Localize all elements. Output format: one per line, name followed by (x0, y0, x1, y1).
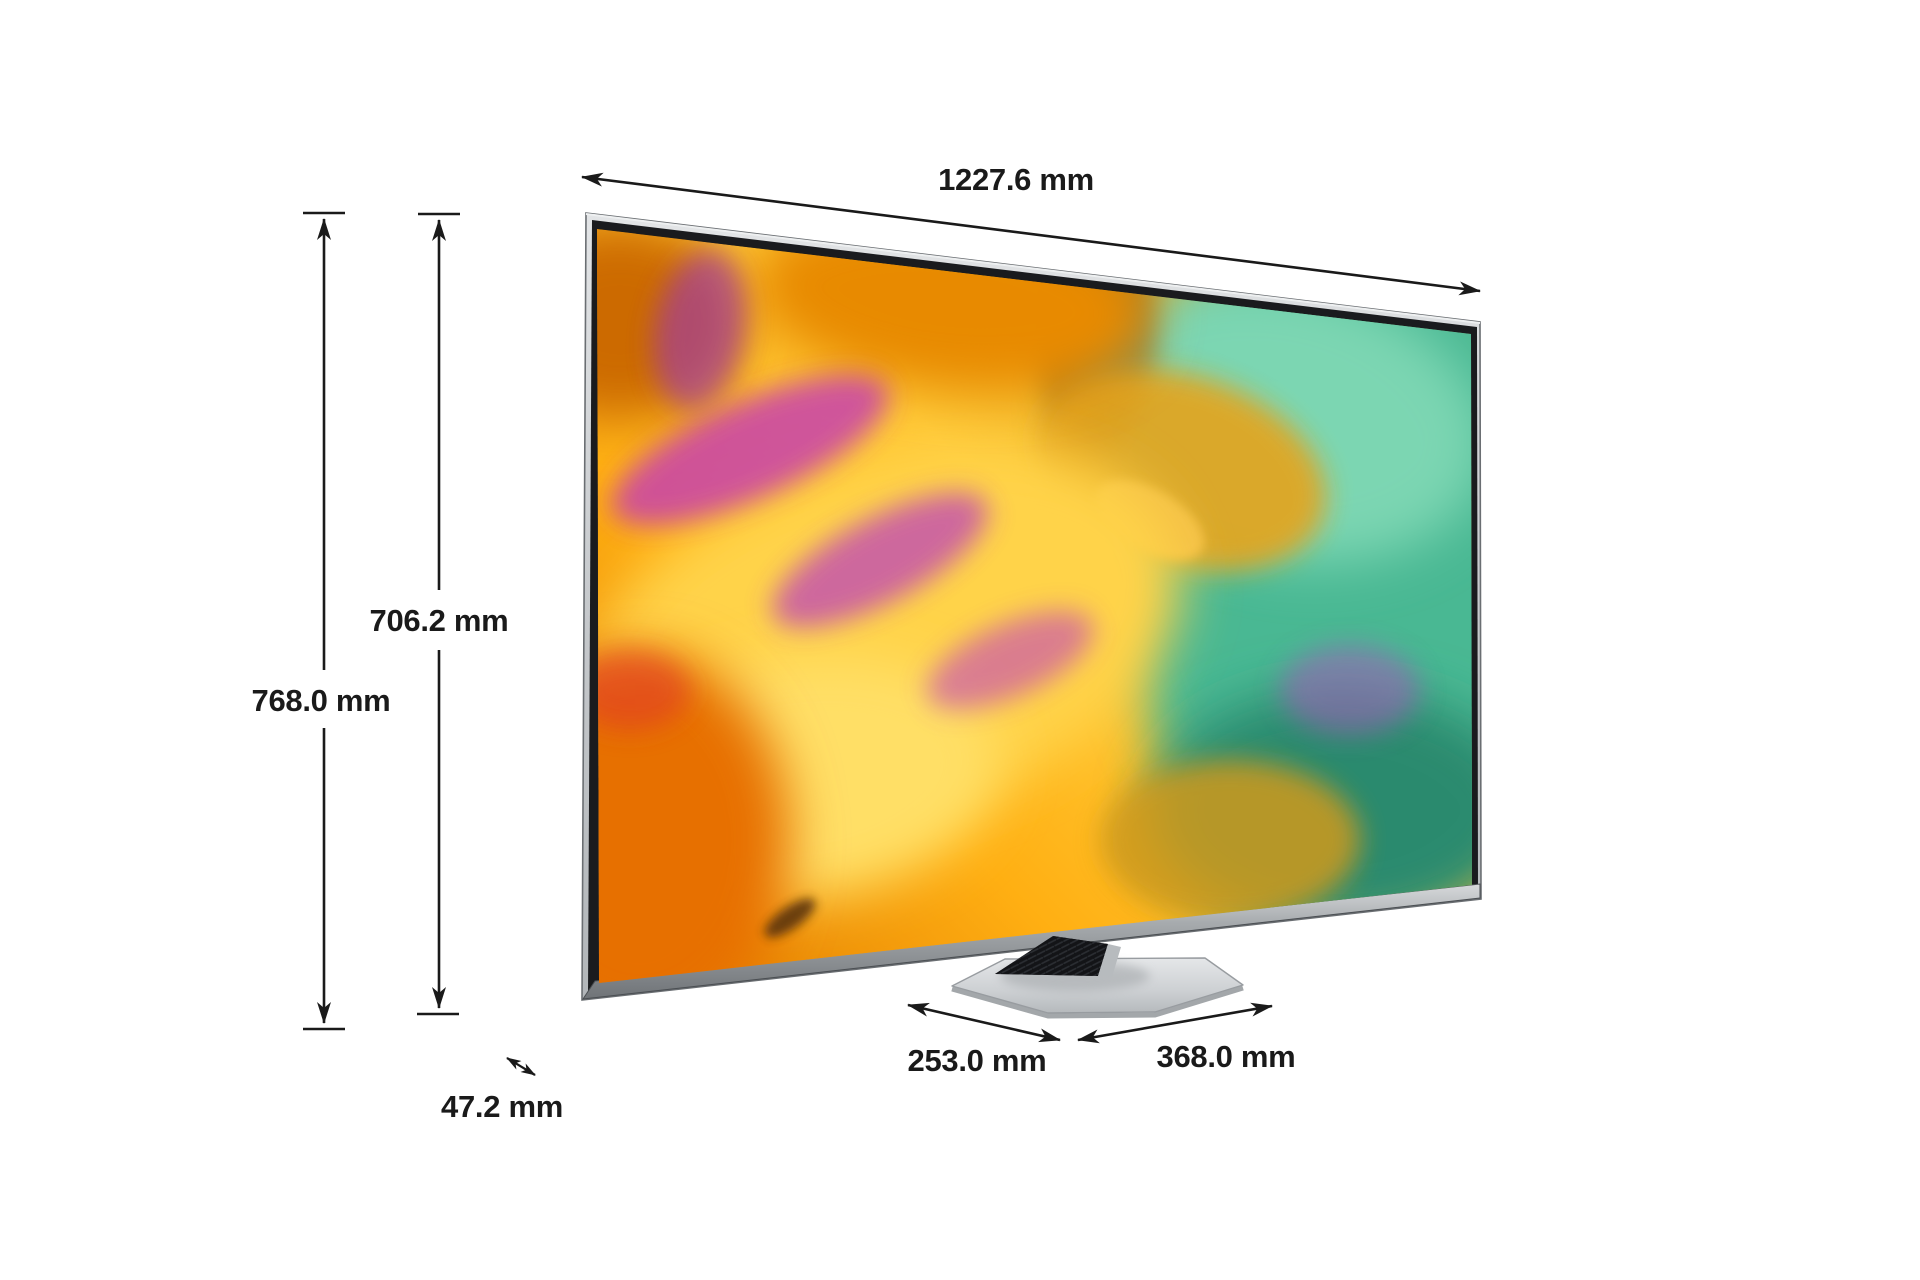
screen-art-blob (1280, 645, 1420, 735)
screen-art-blob (764, 898, 816, 938)
tv-screen (597, 229, 1472, 983)
total-height-dimension-label: 768.0 mm (252, 683, 391, 718)
stand-depth-dimension-arrow (907, 1002, 1061, 1043)
screen-art-blob (597, 650, 690, 730)
screen-art-blob (926, 610, 1094, 710)
depth-dimension-label: 47.2 mm (441, 1089, 563, 1124)
screen-art-blob (597, 650, 790, 983)
width-dimension-label: 1227.6 mm (938, 162, 1094, 197)
stand-neck-texture (995, 936, 1108, 976)
dimension-annotations: 1227.6 mm 768.0 mm 706.2 mm 47.2 mm 253.… (252, 162, 1481, 1124)
stand-width-dimension-label: 368.0 mm (1157, 1039, 1296, 1074)
stand-width-dimension-arrow (1077, 1002, 1273, 1044)
width-dimension-arrow (581, 172, 1481, 296)
screen-art-blob (611, 374, 889, 526)
tv-chin-bar (581, 883, 1481, 1000)
stand-neck-side (1098, 944, 1121, 977)
screen-art-blob (772, 492, 988, 628)
screen-height-dimension-label: 706.2 mm (370, 603, 509, 638)
screen-art-blob (1100, 760, 1360, 920)
stand-depth-dimension-label: 253.0 mm (908, 1043, 1047, 1078)
tv-group (581, 212, 1482, 1001)
depth-dimension-arrow (506, 1057, 536, 1076)
